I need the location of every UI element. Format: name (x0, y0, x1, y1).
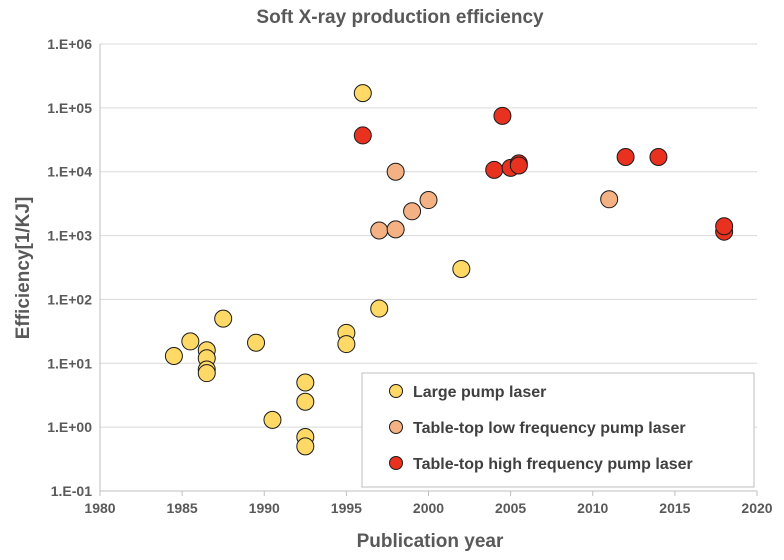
x-tick-label: 1995 (331, 500, 362, 516)
legend-marker (389, 456, 403, 470)
legend-marker (389, 420, 403, 434)
legend-box (361, 372, 755, 488)
x-tick-label: 2020 (741, 500, 772, 516)
data-point (493, 106, 512, 125)
data-point (247, 333, 266, 352)
data-point (164, 347, 183, 366)
data-point (214, 309, 233, 328)
data-point (296, 373, 315, 392)
legend-label: Table-top high frequency pump laser (413, 456, 693, 473)
x-tick-label: 1985 (167, 500, 198, 516)
data-point (370, 221, 389, 240)
axes (99, 44, 758, 496)
legend: Large pump laser Table-top low frequency … (361, 372, 755, 488)
data-points (164, 84, 734, 456)
data-point (197, 364, 216, 383)
y-tick-label: 1.E+02 (47, 291, 92, 307)
legend-marker (389, 384, 403, 398)
y-tick-label: 1.E+05 (47, 100, 92, 116)
data-point (616, 147, 635, 166)
y-tick-label: 1.E+06 (47, 36, 92, 52)
x-tick-label: 1990 (249, 500, 280, 516)
data-point (263, 410, 282, 429)
chart-title: Soft X-ray production efficiency (256, 7, 544, 28)
y-tick-label: 1.E+04 (47, 164, 92, 180)
data-point (485, 160, 504, 179)
legend-label: Large pump laser (413, 384, 546, 401)
data-point (600, 190, 619, 209)
data-point (452, 259, 471, 278)
y-tick-label: 1.E+01 (47, 355, 92, 371)
data-point (403, 202, 422, 221)
data-point (370, 299, 389, 318)
data-point (419, 191, 438, 210)
data-point (386, 162, 405, 181)
data-point (353, 84, 372, 103)
y-tick-label: 1.E+03 (47, 228, 92, 244)
y-axis-title: Efficiency[1/KJ] (13, 197, 34, 340)
x-tick-label: 2015 (659, 500, 690, 516)
data-point (386, 220, 405, 239)
x-tick-label: 1980 (84, 500, 115, 516)
x-tick-label: 2005 (495, 500, 526, 516)
x-tick-label: 2010 (577, 500, 608, 516)
data-point (649, 147, 668, 166)
y-tick-label: 1.E+00 (47, 419, 92, 435)
data-point (296, 392, 315, 411)
data-point (296, 437, 315, 456)
data-point (181, 332, 200, 351)
legend-label: Table-top low frequency pump laser (413, 420, 686, 437)
data-point (715, 217, 734, 236)
x-tick-label: 2000 (413, 500, 444, 516)
tick-labels: 1.E-01 1.E+00 1.E+01 1.E+02 1.E+03 1.E+04 1.E+… (47, 36, 773, 516)
y-tick-label: 1.E-01 (51, 483, 92, 499)
data-point (353, 126, 372, 145)
data-point (337, 335, 356, 354)
data-point (509, 156, 528, 175)
x-axis-title: Publication year (357, 531, 504, 552)
